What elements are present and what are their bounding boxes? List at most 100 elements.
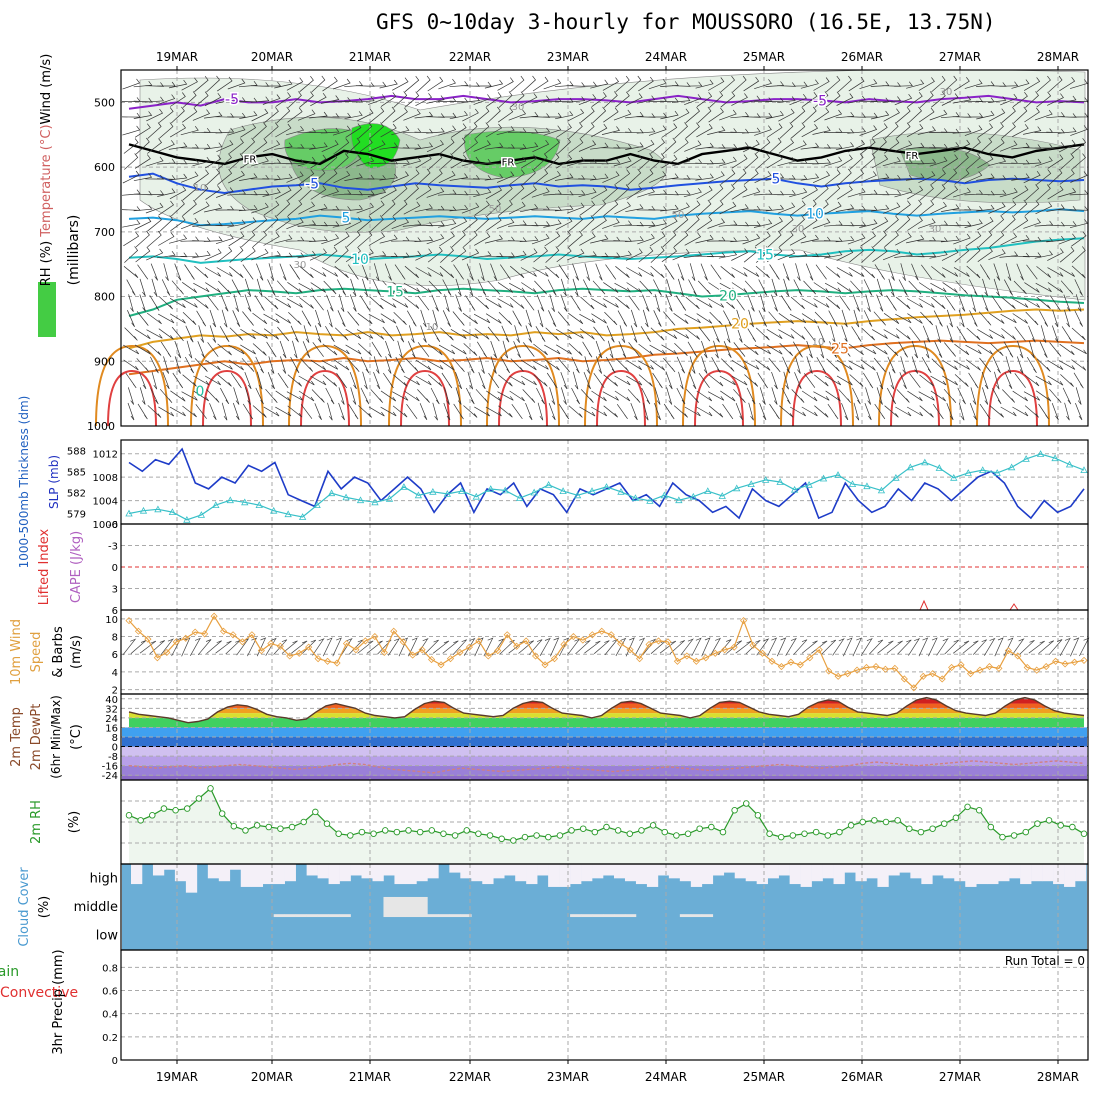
cloud-high-gap xyxy=(207,864,220,879)
rh-contour-label: 10 xyxy=(194,183,207,194)
cloud-high-gap xyxy=(855,864,867,882)
thickness-point xyxy=(385,494,394,502)
upper-air-ylabel-part: RH (%) xyxy=(39,241,54,286)
wind10m-point xyxy=(872,663,880,671)
cloud-high-gap xyxy=(592,864,604,879)
thickness-ylabel-part: 1000-500mb Thickness (dm) xyxy=(17,396,31,569)
rh2m-point xyxy=(498,835,505,843)
wind10m-point xyxy=(966,670,975,678)
thickness-point xyxy=(197,511,206,518)
cloud-high-gap xyxy=(822,864,834,879)
rh2m-point xyxy=(428,827,436,834)
cloud-high-gap xyxy=(482,864,494,885)
cloud-mid-gap xyxy=(449,914,461,918)
warm-contour xyxy=(388,344,462,427)
cloud-high-gap xyxy=(712,864,725,876)
thickness-point xyxy=(675,496,683,504)
thickness-point xyxy=(168,508,177,515)
thickness-point xyxy=(1022,455,1030,462)
thickness-point xyxy=(371,498,379,506)
cloud-high-gap xyxy=(932,864,944,876)
wind10m-point xyxy=(390,627,398,635)
thickness-point xyxy=(834,471,842,478)
wind10m-point xyxy=(654,637,663,645)
wind10m-point xyxy=(787,658,795,666)
bottom-date-label: 23MAR xyxy=(547,1070,589,1084)
rh2m-point xyxy=(731,806,738,814)
warm-contour xyxy=(682,344,756,427)
temp-tick-label: 8 xyxy=(112,733,118,744)
thickness-point xyxy=(472,492,480,500)
pressure-tick-label: 1000 xyxy=(87,420,115,433)
warm-contour xyxy=(95,344,169,427)
precip-tick-label: 0 xyxy=(112,1056,118,1067)
wind10m-point xyxy=(361,637,369,645)
cloud-high-gap xyxy=(152,864,165,876)
wind10m-point xyxy=(503,631,511,639)
cloud-high-gap xyxy=(624,864,637,882)
cloud-high-gap xyxy=(1075,864,1087,882)
temp-color-band xyxy=(129,708,1084,714)
wind10m-point xyxy=(532,652,540,660)
isotherm-label: 10 xyxy=(351,252,369,268)
pressure-tick-label: 900 xyxy=(94,355,115,368)
temp-tick-label: 40 xyxy=(105,695,118,706)
thickness-point xyxy=(660,491,669,499)
thickness-point xyxy=(443,490,452,497)
cloud-high-gap xyxy=(581,864,593,882)
cloud-high-gap xyxy=(756,864,768,885)
isotherm-10-line xyxy=(128,208,1085,227)
rh2m-point xyxy=(871,817,878,824)
rh2m-point xyxy=(393,828,401,836)
top-date-label: 19MAR xyxy=(156,50,198,64)
precip-ylabel-part: 3hr Precip (mm) xyxy=(51,949,66,1054)
rh2m-point xyxy=(556,832,564,839)
cloud-high-gap xyxy=(657,864,670,876)
cloud-high-gap xyxy=(1009,864,1021,879)
thickness-point xyxy=(530,488,538,496)
temp-tick-label: -16 xyxy=(102,762,118,773)
rh2m-point xyxy=(451,832,459,839)
panel-frame-slp xyxy=(120,439,1089,525)
wind10m-point xyxy=(1080,656,1088,664)
wind10m-point xyxy=(333,659,341,667)
cloud-high-gap xyxy=(339,864,351,882)
slp-tick-label: 1012 xyxy=(93,450,118,461)
cloud-high-gap xyxy=(976,864,988,885)
rh2m-point xyxy=(370,830,377,838)
bottom-date-label: 26MAR xyxy=(841,1070,883,1084)
cloud-high-gap xyxy=(690,864,703,887)
cloud-high-gap xyxy=(163,864,176,870)
slp-line xyxy=(128,447,1085,520)
cloud-high-gap xyxy=(866,864,878,879)
thickness-point xyxy=(805,480,813,488)
cloud-high-gap xyxy=(229,864,242,870)
wind10m-point xyxy=(172,638,180,646)
warm-contour xyxy=(400,369,450,427)
wind10m-point xyxy=(579,636,587,644)
bottom-date-label: 22MAR xyxy=(449,1070,491,1084)
cloud-mid-gap xyxy=(460,914,472,918)
wind10m-point xyxy=(777,663,785,671)
cloud-high-gap xyxy=(504,864,516,876)
cloud-high-gap xyxy=(877,864,889,887)
cloud-high-gap xyxy=(833,864,845,885)
wind10m-point xyxy=(607,631,615,639)
precip-convective-label: Convective xyxy=(0,985,78,1001)
rh-contour-label: 30 xyxy=(512,102,525,113)
thickness-ylabel: 1000-500mb Thickness (dm) xyxy=(17,396,31,569)
cloud-high-gap xyxy=(537,864,549,876)
pressure-tick-label: 800 xyxy=(94,291,115,304)
wind10m-point xyxy=(683,652,691,660)
cloud-high-gap xyxy=(921,864,933,885)
rh2m-point xyxy=(1022,828,1030,836)
cloud-mid-gap xyxy=(679,914,692,918)
wind10m-point xyxy=(484,652,492,660)
wind10m-point xyxy=(248,631,256,639)
thickness-point xyxy=(183,515,191,523)
top-date-label: 28MAR xyxy=(1037,50,1079,64)
thickness-point xyxy=(863,482,871,490)
wind10m-point xyxy=(900,675,908,683)
wind-tick-label: 8 xyxy=(112,633,118,644)
run-total-label: Run Total = 0 xyxy=(1005,954,1085,968)
